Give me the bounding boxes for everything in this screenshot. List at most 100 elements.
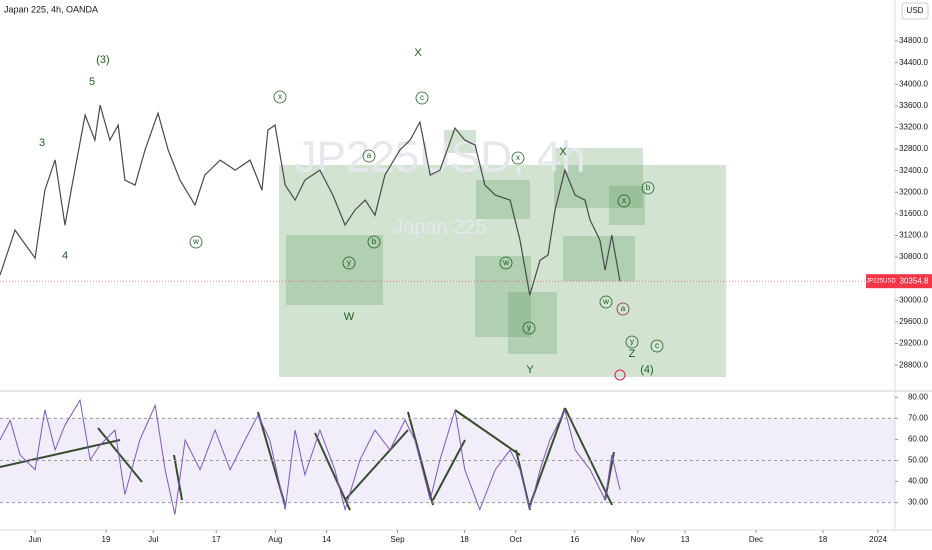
y-tick-label: 29600.0 [899,317,928,326]
circle-marker [499,256,513,270]
circle-marker [362,149,376,163]
x-tick-label: Aug [268,535,282,544]
x-tick-label: 19 [102,535,111,544]
zone [609,186,645,225]
wave-label: W [344,311,355,323]
trendline [344,429,409,501]
circle-marker [522,321,536,335]
y-tick-label: 32800.0 [899,144,928,153]
trendline [432,439,466,501]
circle-marker [641,181,655,195]
y-tick-label: 31200.0 [899,231,928,240]
y-tick-label: 33200.0 [899,123,928,132]
symbol-label: JP225USD [866,279,896,285]
x-tick-label: Jun [29,535,42,544]
currency-box[interactable] [901,2,929,20]
annotations: (3) 5 3 4 X X W Y Z (4) [39,47,654,376]
wave-label: 5 [89,76,95,88]
circled-label: x [516,153,520,162]
x-tick-label: 18 [818,535,827,544]
x-tick-label: 17 [212,535,221,544]
circled-label: b [646,183,651,192]
trendline [454,409,521,456]
y-tick-label: 28800.0 [899,360,928,369]
circled-label: a [621,304,626,313]
circled-label: c [420,93,424,102]
circle-marker [617,194,631,208]
wave-label: X [414,47,422,59]
circle-marker [616,302,630,316]
x-tick-label: 2024 [869,535,887,544]
x-tick-label: Jul [148,535,158,544]
zones [279,130,726,377]
price-line [0,104,621,296]
circled-labels: x c a x w y b w y x b w a y c [189,90,664,353]
circled-label: x [278,92,282,101]
rsi-tick-label: 70.00 [908,413,929,422]
zone [279,165,726,377]
price-box [897,274,932,289]
rsi-tick-label: 80.00 [908,392,929,401]
wave-label: 4 [62,250,68,262]
y-tick-label: 32400.0 [899,166,928,175]
circle-marker [511,151,525,165]
trendline [97,427,143,483]
circled-label: y [630,337,634,346]
circle-marker [342,256,356,270]
circle-marker [650,339,664,353]
y-tick-label: 34800.0 [899,36,928,45]
last-price-label: 30354.8 [900,276,929,285]
trendline [407,411,434,506]
x-tick-label: Oct [509,535,522,544]
currency[interactable]: USD [907,6,924,15]
y-tick-label: 31600.0 [899,209,928,218]
x-tick-label: Dec [749,535,763,544]
circle-marker [599,295,613,309]
zone [476,180,530,219]
circled-label: b [372,237,377,246]
rsi-tick-label: 40.00 [908,477,929,486]
wave-label: X [559,146,567,158]
circle-marker [625,335,639,349]
trendline [314,432,351,511]
circle-marker [415,91,429,105]
circled-label: x [622,196,626,205]
zone [554,148,643,208]
rsi-line [0,398,621,515]
symbol-box [866,274,897,289]
y-tick-label: 29200.0 [899,339,928,348]
trendline [564,407,613,506]
circled-label: a [367,151,372,160]
x-tick-label: 14 [322,535,331,544]
alert-icon[interactable] [614,369,626,381]
wave-label: 3 [39,137,45,149]
x-tick-label: Sep [390,535,405,544]
rsi-tick-label: 30.00 [908,498,929,507]
x-tick-label: Nov [631,535,645,544]
circled-label: w [502,258,509,267]
y-tick-label: 30000.0 [899,295,928,304]
wave-label: (3) [96,54,109,66]
circled-label: w [192,237,199,246]
chart-title: Japan 225, 4h, OANDA [4,4,98,14]
circle-marker [367,235,381,249]
y-tick-label: 30800.0 [899,252,928,261]
zone [563,236,635,281]
x-tick-label: 16 [570,535,579,544]
circled-label: y [527,323,531,332]
y-tick-label: 33600.0 [899,101,928,110]
wave-label: Y [526,364,534,376]
trendline [173,454,183,501]
circled-label: c [655,341,659,350]
wave-label: Z [629,348,636,360]
rsi-tick-label: 60.00 [908,435,929,444]
y-tick-label: 34000.0 [899,79,928,88]
x-tick-label: 13 [681,535,690,544]
circle-marker [189,235,203,249]
y-tick-label: 34400.0 [899,58,928,67]
rsi-tick-label: 50.00 [908,456,929,465]
x-tick-label: 18 [460,535,469,544]
trendline [529,407,566,506]
